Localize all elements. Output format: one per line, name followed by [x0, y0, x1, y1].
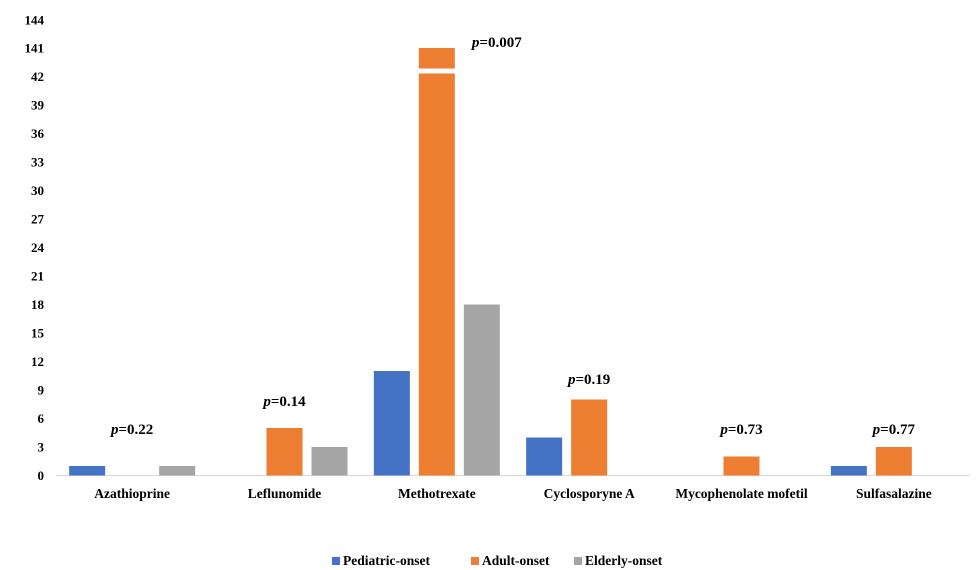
bar-adult-onset: [418, 48, 455, 476]
bar-adult-onset: [571, 399, 608, 476]
y-tick-label: 21: [31, 269, 44, 284]
p-symbol: p: [871, 422, 881, 438]
p-symbol: p: [470, 35, 480, 51]
y-tick-label: 30: [31, 183, 44, 198]
x-tick-label: Cyclosporyne A: [544, 486, 635, 501]
y-tick-label: 18: [31, 297, 45, 312]
bar-pediatric-onset: [69, 466, 106, 476]
p-value-text: =0.22: [119, 422, 154, 438]
y-tick-label: 42: [31, 69, 44, 84]
legend-swatch: [574, 557, 582, 565]
p-value-annotation: p=0.77: [871, 422, 916, 438]
y-tick-label: 27: [31, 212, 45, 227]
p-value-annotation: p=0.007: [470, 35, 522, 51]
y-tick-label: 3: [38, 440, 45, 455]
bar-pediatric-onset: [526, 437, 563, 476]
bar-pediatric-onset: [373, 371, 410, 476]
legend-swatch: [332, 557, 340, 565]
p-value-annotation: p=0.22: [109, 422, 153, 438]
y-tick-label: 144: [25, 13, 45, 28]
p-value-annotation: p=0.19: [566, 372, 610, 388]
p-value-text: =0.007: [479, 35, 522, 51]
bar-adult-onset: [875, 447, 912, 476]
x-tick-label: Mycophenolate mofetil: [675, 486, 808, 501]
bar-elderly-onset: [463, 304, 500, 476]
legend-swatch: [471, 557, 479, 565]
p-symbol: p: [261, 394, 271, 410]
x-tick-label: Sulfasalazine: [856, 486, 932, 501]
x-tick-label: Azathioprine: [94, 486, 170, 501]
legend-label: Elderly-onset: [585, 553, 663, 568]
y-tick-label: 39: [31, 98, 45, 113]
y-tick-label: 36: [31, 126, 45, 141]
bar-elderly-onset: [311, 447, 348, 476]
p-value-annotation: p=0.14: [261, 394, 306, 410]
y-tick-label: 15: [31, 326, 45, 341]
legend-label: Adult-onset: [482, 553, 550, 568]
legend-label: Pediatric-onset: [343, 553, 430, 568]
legend: Pediatric-onset Adult-onset Elderly-onset: [332, 553, 663, 568]
p-value-text: =0.19: [576, 372, 611, 388]
y-tick-label: 12: [31, 354, 44, 369]
bar-pediatric-onset: [830, 466, 867, 476]
y-tick-label: 141: [25, 41, 45, 56]
p-value-annotation: p=0.73: [718, 422, 762, 438]
p-value-text: =0.73: [728, 422, 763, 438]
p-symbol: p: [566, 372, 576, 388]
bar-elderly-onset: [159, 466, 196, 476]
x-tick-label: Methotrexate: [398, 486, 476, 501]
y-tick-label: 9: [38, 383, 45, 398]
y-tick-label: 6: [38, 411, 45, 426]
p-symbol: p: [718, 422, 728, 438]
y-tick-label: 24: [31, 240, 45, 255]
p-value-text: =0.77: [880, 422, 915, 438]
x-tick-label: Leflunomide: [248, 486, 322, 501]
bar-adult-onset: [266, 428, 303, 476]
axis-break-gap: [417, 68, 456, 74]
y-tick-label: 0: [38, 468, 45, 483]
bar-adult-onset: [723, 456, 760, 476]
p-value-text: =0.14: [271, 394, 306, 410]
y-tick-label: 33: [31, 155, 45, 170]
p-symbol: p: [109, 422, 119, 438]
